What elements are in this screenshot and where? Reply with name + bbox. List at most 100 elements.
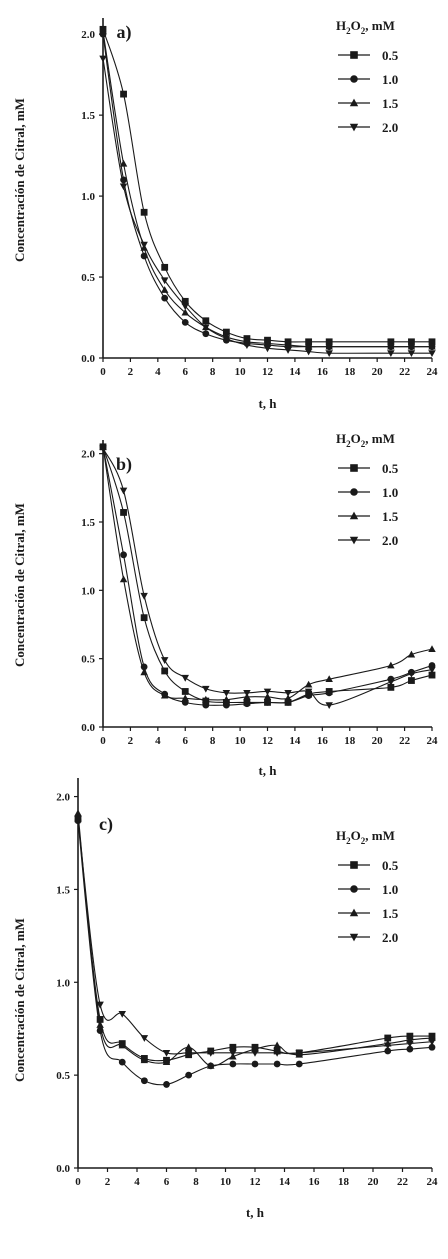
data-point xyxy=(222,328,230,336)
data-point xyxy=(273,1049,281,1057)
data-point xyxy=(263,345,272,353)
data-point xyxy=(284,694,292,702)
data-point xyxy=(181,297,189,305)
data-point xyxy=(387,683,395,691)
x-tick-label: 10 xyxy=(220,1176,232,1188)
data-point xyxy=(229,1049,237,1057)
legend-item: 1.0 xyxy=(338,882,398,897)
x-tick-label: 22 xyxy=(397,1176,409,1188)
data-point xyxy=(74,815,82,823)
series-line xyxy=(102,446,433,706)
x-tick-label: 6 xyxy=(183,735,189,747)
y-tick-label: 1.5 xyxy=(81,517,95,529)
data-point xyxy=(407,670,416,678)
data-point xyxy=(408,338,415,346)
legend-marker xyxy=(349,933,359,942)
data-point xyxy=(406,1040,414,1048)
data-point xyxy=(428,671,436,679)
data-point xyxy=(305,338,313,346)
data-point xyxy=(202,701,210,709)
data-point xyxy=(161,667,169,675)
data-point xyxy=(119,575,128,583)
y-tick-label: 2.0 xyxy=(81,29,95,41)
legend-marker xyxy=(350,75,358,83)
legend-item: 2.0 xyxy=(338,533,398,548)
data-point xyxy=(243,700,251,708)
y-tick-label: 0.0 xyxy=(56,1163,70,1175)
y-axis-title: Concentración de Citral, mM xyxy=(12,503,27,667)
x-tick-label: 22 xyxy=(399,735,411,747)
data-point xyxy=(304,348,313,356)
series-line xyxy=(102,446,433,701)
data-point xyxy=(181,674,189,682)
series-2.0 xyxy=(99,445,436,710)
data-point xyxy=(387,661,395,669)
x-tick-label: 14 xyxy=(289,735,301,747)
x-tick-label: 8 xyxy=(210,735,216,747)
data-point xyxy=(118,1058,126,1066)
data-point xyxy=(264,699,271,706)
data-point xyxy=(96,1001,104,1009)
legend-item: 1.0 xyxy=(338,72,398,87)
legend-label: 2.0 xyxy=(382,120,398,135)
data-point xyxy=(384,1034,392,1042)
data-point xyxy=(384,1047,392,1055)
legend-item: 0.5 xyxy=(338,461,399,476)
x-tick-label: 4 xyxy=(155,366,161,378)
data-point xyxy=(325,338,333,346)
x-tick-label: 22 xyxy=(399,366,411,378)
data-point xyxy=(99,27,107,34)
legend-label: 0.5 xyxy=(382,48,399,63)
legend: H2O2, mM 0.5 1.0 1.5 2.0 xyxy=(336,18,399,135)
data-point xyxy=(119,159,128,167)
legend-title: H2O2, mM xyxy=(336,828,395,846)
y-tick-label: 0.0 xyxy=(81,722,95,734)
x-tick-label: 16 xyxy=(317,735,329,747)
series-1.0 xyxy=(99,443,436,709)
data-point xyxy=(120,551,127,559)
data-point xyxy=(222,695,231,703)
x-tick-label: 2 xyxy=(128,735,134,747)
legend-item: 1.0 xyxy=(338,485,398,500)
data-point xyxy=(160,286,169,293)
legend-title: H2O2, mM xyxy=(336,431,395,449)
data-point xyxy=(325,342,333,350)
y-tick-label: 0.5 xyxy=(56,1070,70,1082)
legend-marker xyxy=(349,511,359,520)
legend-marker xyxy=(350,464,358,472)
x-tick-label: 20 xyxy=(372,735,384,747)
legend-label: 1.5 xyxy=(382,509,399,524)
x-tick-label: 18 xyxy=(344,735,356,747)
chart-panel-3: 0 2 4 6 8 10 12 14 16 18 20 22 240.00.51.01.52.0t, h… xyxy=(12,778,438,1220)
data-point xyxy=(184,1049,193,1057)
data-point xyxy=(428,338,436,346)
legend-label: 1.0 xyxy=(382,485,398,500)
legend-marker xyxy=(350,488,358,496)
data-point xyxy=(304,688,313,696)
data-point xyxy=(207,1061,215,1069)
data-point xyxy=(222,335,231,343)
legend-title: H2O2, mM xyxy=(336,18,395,36)
x-tick-label: 4 xyxy=(155,735,161,747)
x-tick-label: 18 xyxy=(344,366,356,378)
data-point xyxy=(96,1021,104,1028)
data-point xyxy=(428,342,436,350)
legend-label: 1.0 xyxy=(382,72,398,87)
data-point xyxy=(96,1027,104,1034)
legend-label: 1.5 xyxy=(382,96,399,111)
legend-item: 2.0 xyxy=(338,930,398,945)
data-point xyxy=(387,342,395,350)
data-point xyxy=(325,702,333,710)
data-point xyxy=(305,692,313,699)
y-tick-label: 0.5 xyxy=(81,654,95,666)
data-point xyxy=(384,1042,392,1050)
data-point xyxy=(140,1056,149,1064)
series-1.5 xyxy=(99,442,436,703)
x-tick-label: 14 xyxy=(279,1176,291,1188)
data-point xyxy=(202,695,210,703)
legend-item: 2.0 xyxy=(338,120,398,135)
series-line xyxy=(77,818,433,1055)
data-point xyxy=(428,645,436,652)
data-point xyxy=(118,1041,126,1049)
data-point xyxy=(140,668,148,676)
